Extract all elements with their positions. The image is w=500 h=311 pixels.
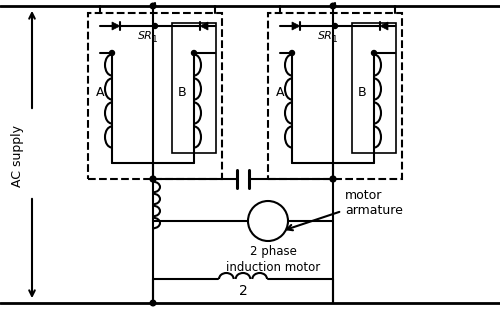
Text: 2 phase
induction motor: 2 phase induction motor [226, 245, 320, 274]
Text: B: B [358, 86, 366, 100]
Text: 2: 2 [238, 284, 248, 298]
Circle shape [150, 176, 156, 182]
Circle shape [330, 176, 336, 182]
Text: A: A [276, 86, 284, 100]
Text: SR: SR [138, 31, 153, 41]
Circle shape [150, 300, 156, 306]
Circle shape [332, 24, 338, 29]
Text: SR: SR [318, 31, 333, 41]
Circle shape [330, 3, 336, 9]
Circle shape [150, 3, 156, 9]
Circle shape [110, 50, 114, 55]
Circle shape [152, 24, 158, 29]
Circle shape [150, 176, 156, 182]
Text: AC supply: AC supply [12, 125, 24, 187]
Polygon shape [380, 22, 388, 30]
Circle shape [290, 50, 294, 55]
Polygon shape [112, 22, 120, 30]
Bar [268, 13, 402, 179]
Circle shape [330, 176, 336, 182]
Circle shape [372, 50, 376, 55]
Text: 1: 1 [332, 35, 338, 44]
Text: motor
armature: motor armature [345, 189, 403, 217]
Circle shape [192, 50, 196, 55]
Polygon shape [200, 22, 208, 30]
Bar [352, 23, 396, 153]
Bar [172, 23, 216, 153]
Text: A: A [96, 86, 104, 100]
Text: 1: 1 [152, 35, 158, 44]
Text: B: B [178, 86, 186, 100]
Bar [88, 13, 222, 179]
Polygon shape [292, 22, 300, 30]
